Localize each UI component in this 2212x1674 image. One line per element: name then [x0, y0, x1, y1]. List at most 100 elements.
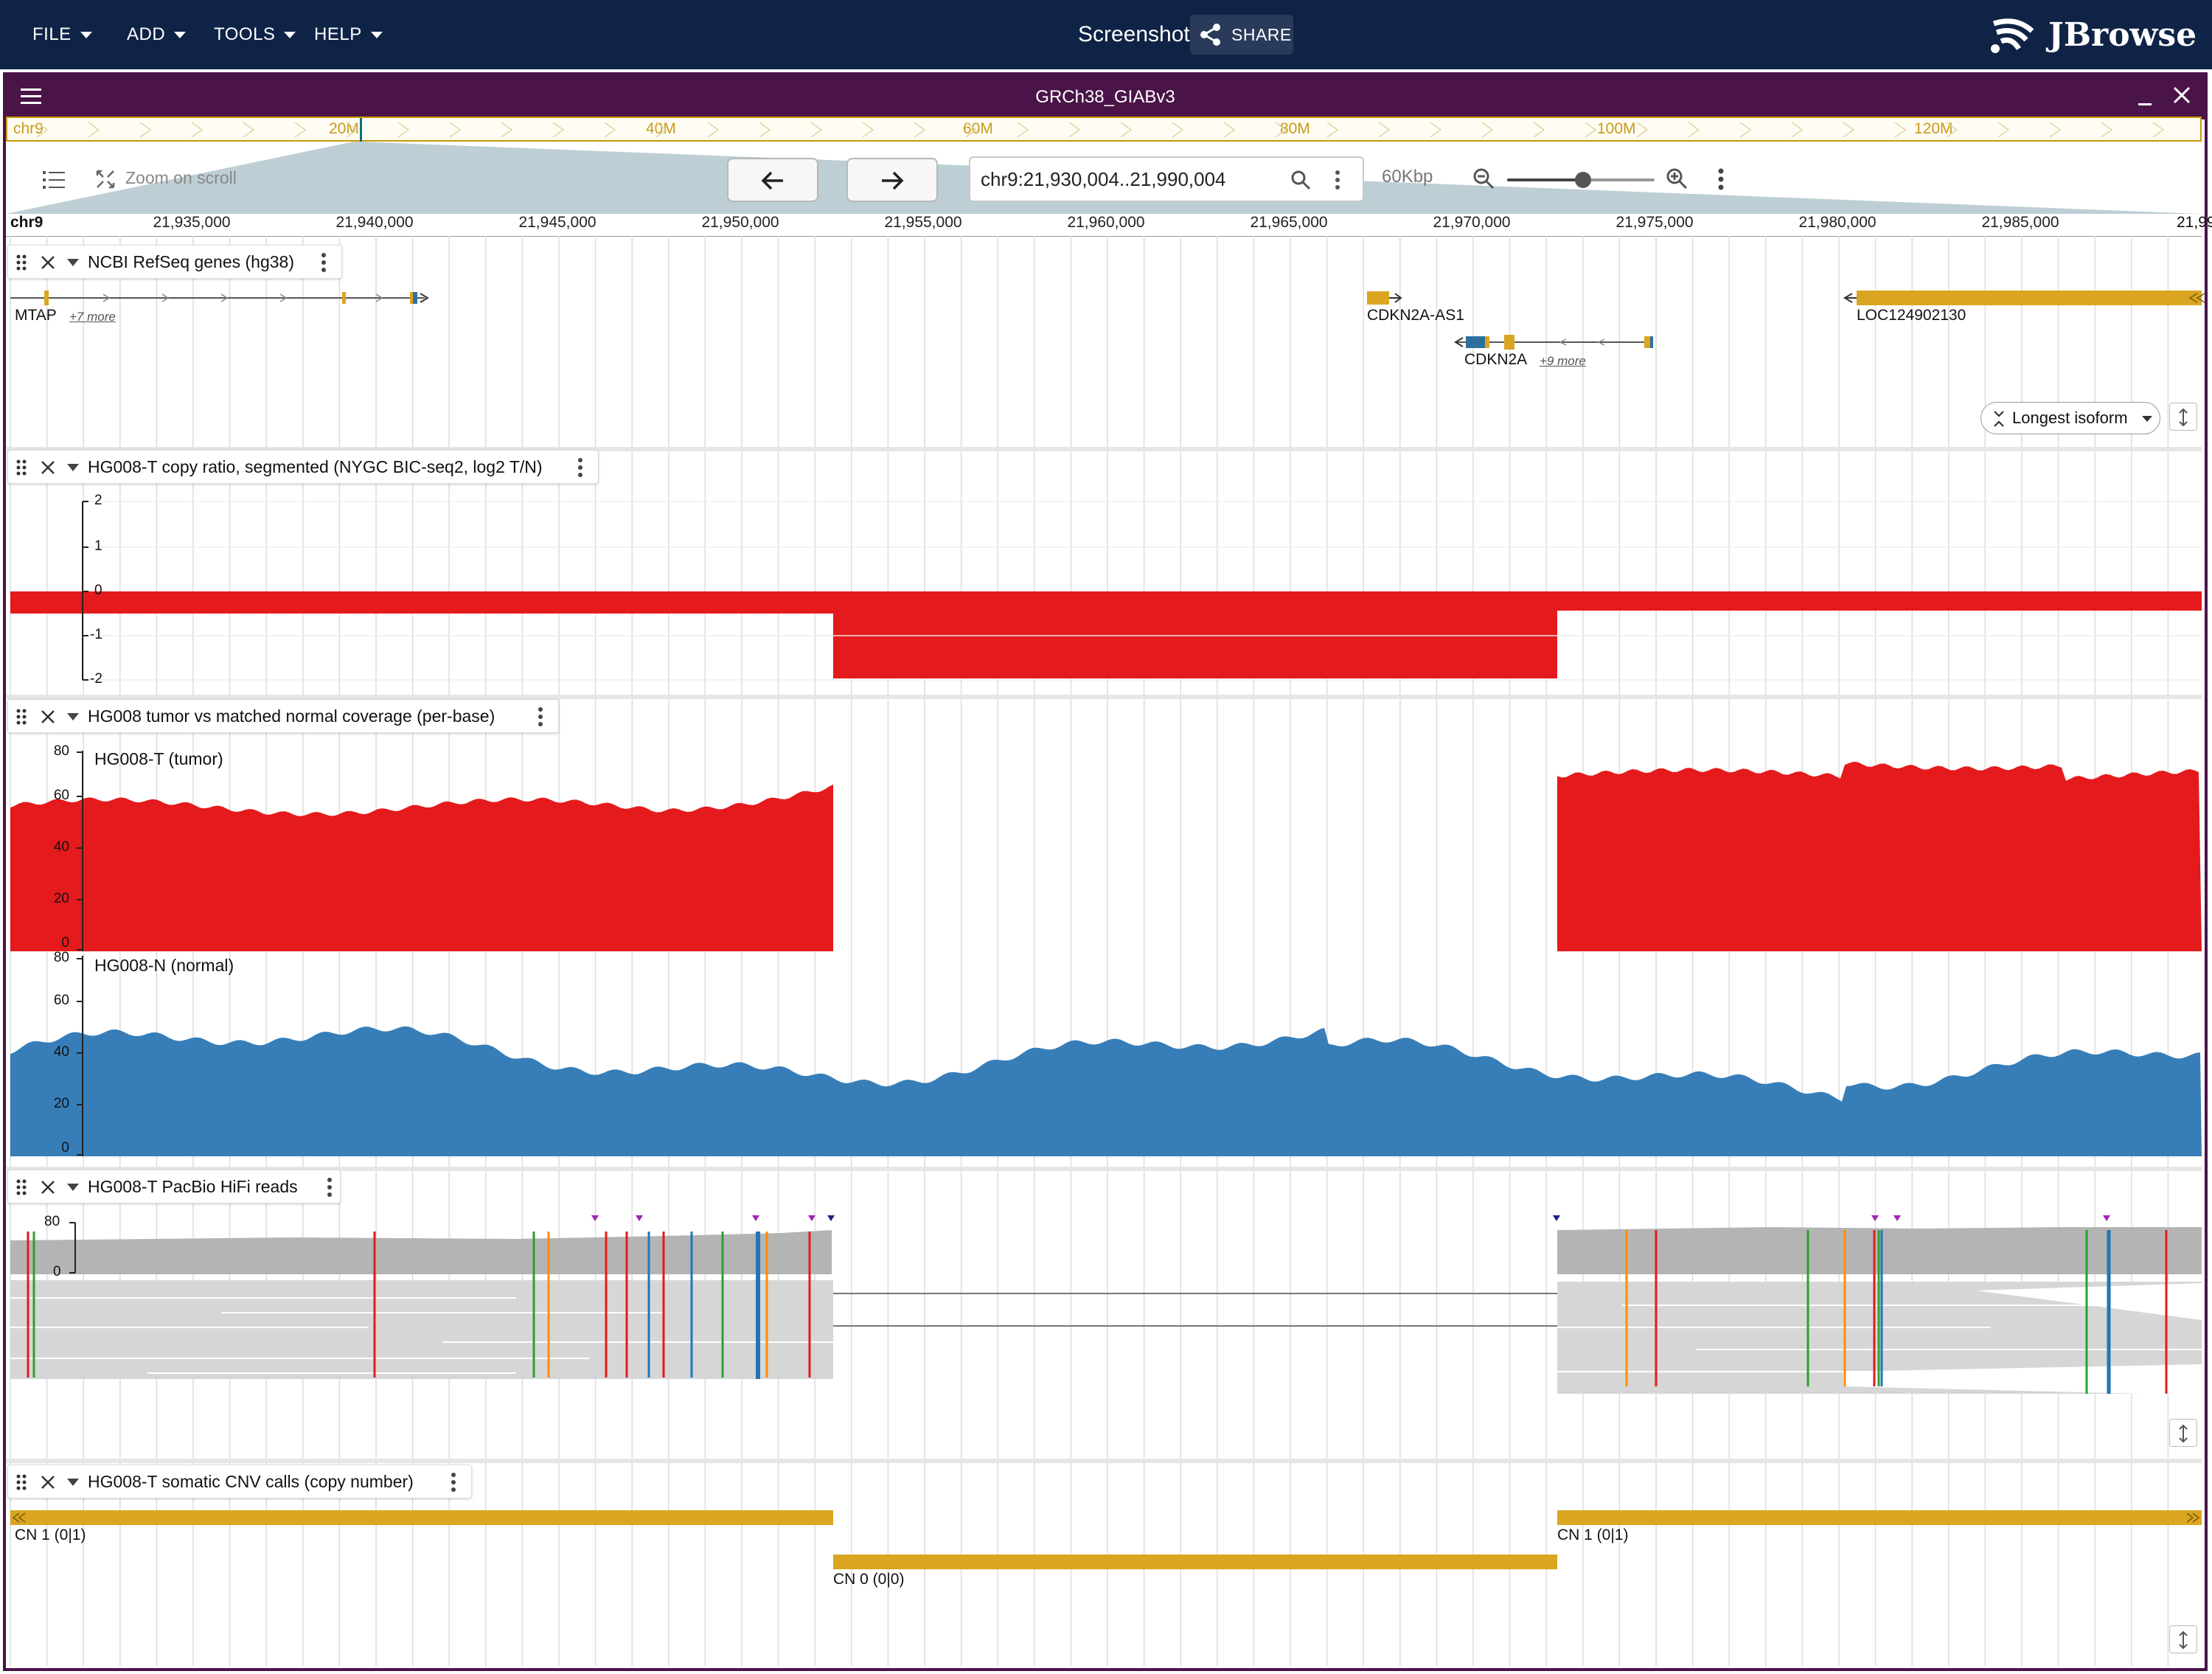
axis-label: 60: [53, 993, 69, 1008]
zoom-slider[interactable]: [1507, 170, 1655, 190]
track-menu-icon[interactable]: [538, 707, 543, 726]
resize-track-button[interactable]: [2169, 1419, 2197, 1447]
pan-right-button[interactable]: [846, 158, 938, 202]
ruler-tick: 21,950,000: [701, 214, 779, 231]
drag-handle-icon[interactable]: [15, 254, 27, 271]
track-title: NCBI RefSeq genes (hg38): [88, 252, 294, 271]
overview-tick: 40M: [646, 120, 676, 137]
track-menu-icon[interactable]: [451, 1473, 456, 1492]
gene-label-loc124902130: LOC124902130: [1857, 307, 1966, 324]
close-track-icon[interactable]: [41, 1475, 55, 1490]
tools-menu[interactable]: TOOLS: [214, 0, 296, 69]
gene-more-link[interactable]: +7 more: [69, 310, 116, 324]
location-search-input[interactable]: chr9:21,930,004..21,990,004: [969, 156, 1364, 202]
close-track-icon[interactable]: [41, 1180, 55, 1195]
track-label-copy-ratio: HG008-T copy ratio, segmented (NYGC BIC-…: [7, 450, 599, 484]
chevron-down-icon: [370, 32, 383, 39]
more-vert-icon[interactable]: [1335, 170, 1340, 190]
tumor-coverage-area[interactable]: [10, 761, 2202, 951]
read-pileup[interactable]: [10, 1215, 2202, 1395]
logo-text: JBrowse: [2048, 16, 2197, 54]
close-track-icon[interactable]: [41, 709, 55, 724]
overview-scalebar[interactable]: chr9 20M 40M 60M 80M 100M 120M: [6, 117, 2202, 142]
height-icon: [2179, 1424, 2188, 1443]
axis-label: 1: [94, 538, 102, 554]
zoom-on-scroll-label: Zoom on scroll: [125, 168, 237, 187]
view-options-icon[interactable]: [1718, 168, 1724, 190]
isoform-dropdown[interactable]: Longest isoform: [1980, 402, 2160, 434]
location-text: chr9:21,930,004..21,990,004: [981, 168, 1226, 190]
ruler[interactable]: chr9 21,935,000 21,940,000 21,945,000 21…: [6, 214, 2212, 237]
add-menu[interactable]: ADD: [127, 0, 187, 69]
chevron-down-icon: [2142, 416, 2152, 422]
axis-label: 40: [53, 839, 69, 855]
gene-cdkn2a-as1[interactable]: [1367, 291, 1402, 305]
drag-handle-icon[interactable]: [15, 709, 27, 725]
ruler-tick: 21,975,000: [1615, 214, 1694, 231]
file-menu[interactable]: FILE: [32, 0, 92, 69]
view-name[interactable]: GRCh38_GIABv3: [1035, 87, 1175, 107]
logo-icon: [1991, 18, 2034, 53]
ruler-tick: 21,965,000: [1250, 214, 1328, 231]
session-title[interactable]: Screenshot: [1078, 22, 1190, 46]
arrow-right-icon: [882, 171, 904, 190]
axis-label: 0: [53, 1264, 61, 1279]
help-menu[interactable]: HELP: [314, 0, 383, 69]
track-menu-icon[interactable]: [321, 253, 327, 272]
arrow-left-icon: [761, 171, 783, 190]
resize-track-button[interactable]: [2169, 1625, 2197, 1653]
overview-tick: 120M: [1914, 120, 1953, 137]
pan-left-button[interactable]: [727, 158, 818, 202]
gene-cdkn2a[interactable]: [1454, 335, 1653, 350]
chevron-down-icon: [80, 32, 92, 39]
drag-handle-icon[interactable]: [15, 1474, 27, 1490]
drag-handle-icon[interactable]: [15, 459, 27, 476]
gene-more-link[interactable]: +9 more: [1540, 354, 1586, 368]
collapse-track-icon[interactable]: [67, 713, 79, 720]
track-label-reads: HG008-T PacBio HiFi reads: [7, 1170, 341, 1204]
close-track-icon[interactable]: [41, 255, 55, 270]
track-menu-icon[interactable]: [577, 458, 583, 477]
close-icon[interactable]: [2172, 86, 2191, 105]
cnv-call-bar[interactable]: [833, 1555, 1557, 1569]
segment-copy-ratio[interactable]: [1557, 591, 2202, 611]
cnv-call-bar[interactable]: [10, 1510, 833, 1525]
view-menu-icon[interactable]: [21, 87, 43, 106]
collapse-track-icon[interactable]: [67, 259, 79, 266]
axis-label: 0: [61, 1140, 69, 1156]
zoom-out-icon[interactable]: [1472, 167, 1495, 190]
drag-handle-icon[interactable]: [15, 1179, 27, 1195]
search-icon[interactable]: [1290, 170, 1311, 190]
zoom-in-icon[interactable]: [1665, 167, 1688, 190]
track-divider[interactable]: [6, 695, 2202, 699]
cnv-call-label: CN 1 (0|1): [15, 1527, 86, 1543]
share-button[interactable]: SHARE: [1190, 15, 1293, 55]
collapse-track-icon[interactable]: [67, 464, 79, 471]
normal-coverage-area[interactable]: [10, 1026, 2202, 1156]
minimize-icon[interactable]: [2137, 90, 2154, 108]
span-label: 60Kbp: [1382, 167, 1433, 187]
gene-mtap[interactable]: [10, 291, 429, 305]
track-label-coverage: HG008 tumor vs matched normal coverage (…: [7, 699, 559, 733]
axis-label: 2: [94, 493, 102, 508]
app-bar: FILE ADD TOOLS HELP Screenshot SHARE JBr…: [0, 0, 2212, 69]
track-selector-icon[interactable]: [43, 170, 66, 190]
track-divider[interactable]: [6, 1167, 2202, 1171]
collapse-track-icon[interactable]: [67, 1184, 79, 1191]
resize-track-button[interactable]: [2169, 403, 2197, 431]
track-divider[interactable]: [6, 447, 2202, 451]
ruler-tick: 21,955,000: [884, 214, 962, 231]
track-menu-icon[interactable]: [327, 1178, 333, 1197]
track-divider[interactable]: [6, 1459, 2202, 1463]
gene-loc124902130[interactable]: [1843, 291, 2205, 305]
cnv-call-bar[interactable]: [1557, 1510, 2202, 1525]
gene-label-cdkn2a: CDKN2A: [1464, 351, 1528, 368]
close-track-icon[interactable]: [41, 460, 55, 475]
collapse-track-icon[interactable]: [67, 1479, 79, 1486]
segment-copy-ratio[interactable]: [10, 591, 833, 614]
